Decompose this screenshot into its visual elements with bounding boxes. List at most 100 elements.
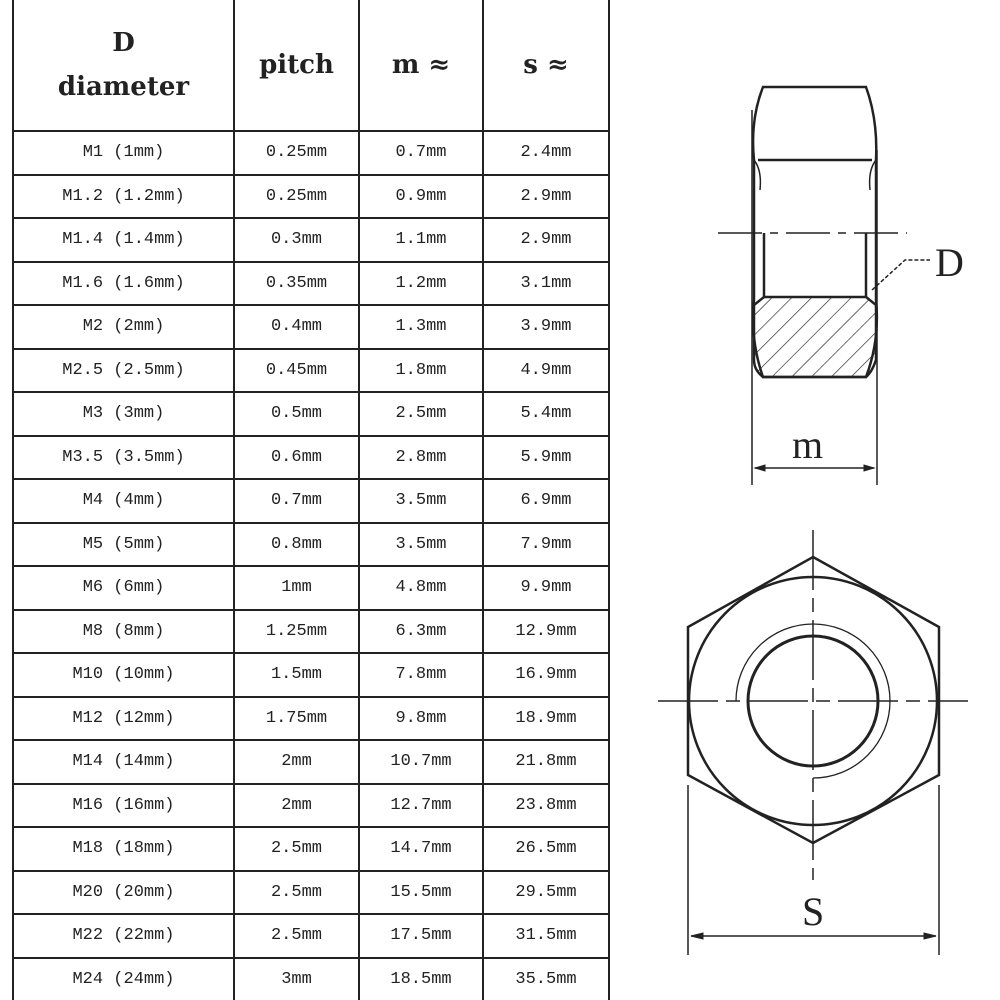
table-row: M12 (12mm) 1.75mm 9.8mm 18.9mm — [12, 695, 610, 741]
cell-m: 4.8mm — [358, 565, 484, 611]
cell-diameter: M1 (1mm) — [12, 130, 235, 176]
header-d: D — [112, 28, 135, 58]
cell-s: 23.8mm — [482, 782, 610, 828]
cell-pitch: 0.35mm — [233, 260, 360, 306]
cell-s: 35.5mm — [482, 956, 610, 1000]
cell-s: 16.9mm — [482, 652, 610, 698]
cell-pitch: 1.5mm — [233, 652, 360, 698]
cell-diameter: M3.5 (3.5mm) — [12, 434, 235, 480]
table-row: M10 (10mm) 1.5mm 7.8mm 16.9mm — [12, 652, 610, 698]
cell-m: 2.8mm — [358, 434, 484, 480]
cell-diameter: M8 (8mm) — [12, 608, 235, 654]
cell-pitch: 0.25mm — [233, 130, 360, 176]
cell-diameter: M12 (12mm) — [12, 695, 235, 741]
label-s: S — [802, 889, 824, 934]
table-row: M3.5 (3.5mm) 0.6mm 2.8mm 5.9mm — [12, 434, 610, 480]
table-row: M20 (20mm) 2.5mm 15.5mm 29.5mm — [12, 869, 610, 915]
cell-m: 0.9mm — [358, 173, 484, 219]
cell-s: 5.4mm — [482, 391, 610, 437]
cell-m: 10.7mm — [358, 739, 484, 785]
cell-m: 18.5mm — [358, 956, 484, 1000]
header-pitch: pitch — [233, 0, 360, 132]
cell-pitch: 1.25mm — [233, 608, 360, 654]
cell-diameter: M2 (2mm) — [12, 304, 235, 350]
front-view: S — [658, 530, 968, 955]
cell-m: 17.5mm — [358, 913, 484, 959]
table-row: M16 (16mm) 2mm 12.7mm 23.8mm — [12, 782, 610, 828]
table-row: M5 (5mm) 0.8mm 3.5mm 7.9mm — [12, 521, 610, 567]
cell-pitch: 0.7mm — [233, 478, 360, 524]
cell-s: 29.5mm — [482, 869, 610, 915]
cell-diameter: M10 (10mm) — [12, 652, 235, 698]
table-row: M1 (1mm) 0.25mm 0.7mm 2.4mm — [12, 130, 610, 176]
cell-s: 4.9mm — [482, 347, 610, 393]
cell-diameter: M4 (4mm) — [12, 478, 235, 524]
cell-m: 2.5mm — [358, 391, 484, 437]
cell-pitch: 2mm — [233, 739, 360, 785]
cell-pitch: 0.8mm — [233, 521, 360, 567]
table-row: M22 (22mm) 2.5mm 17.5mm 31.5mm — [12, 913, 610, 959]
cell-m: 6.3mm — [358, 608, 484, 654]
cell-diameter: M2.5 (2.5mm) — [12, 347, 235, 393]
cell-diameter: M1.6 (1.6mm) — [12, 260, 235, 306]
table-row: M1.4 (1.4mm) 0.3mm 1.1mm 2.9mm — [12, 217, 610, 263]
table-row: M8 (8mm) 1.25mm 6.3mm 12.9mm — [12, 608, 610, 654]
d-leader-line — [871, 259, 930, 291]
table-row: M2 (2mm) 0.4mm 1.3mm 3.9mm — [12, 304, 610, 350]
cell-m: 0.7mm — [358, 130, 484, 176]
cell-m: 1.2mm — [358, 260, 484, 306]
cell-m: 7.8mm — [358, 652, 484, 698]
cell-m: 1.8mm — [358, 347, 484, 393]
cell-m: 1.1mm — [358, 217, 484, 263]
header-diameter-label: diameter — [57, 72, 190, 102]
cell-diameter: M1.2 (1.2mm) — [12, 173, 235, 219]
cell-diameter: M3 (3mm) — [12, 391, 235, 437]
cell-diameter: M20 (20mm) — [12, 869, 235, 915]
cell-pitch: 2.5mm — [233, 913, 360, 959]
table-row: M18 (18mm) 2.5mm 14.7mm 26.5mm — [12, 826, 610, 872]
cell-s: 2.9mm — [482, 217, 610, 263]
cell-pitch: 1mm — [233, 565, 360, 611]
side-view: D m — [718, 85, 964, 485]
cell-pitch: 2mm — [233, 782, 360, 828]
cell-s: 18.9mm — [482, 695, 610, 741]
table-row: M14 (14mm) 2mm 10.7mm 21.8mm — [12, 739, 610, 785]
cell-s: 6.9mm — [482, 478, 610, 524]
cell-pitch: 0.25mm — [233, 173, 360, 219]
cell-m: 9.8mm — [358, 695, 484, 741]
cell-diameter: M1.4 (1.4mm) — [12, 217, 235, 263]
table-row: M24 (24mm) 3mm 18.5mm 35.5mm — [12, 956, 610, 1000]
cell-diameter: M24 (24mm) — [12, 956, 235, 1000]
cell-m: 14.7mm — [358, 826, 484, 872]
cell-m: 3.5mm — [358, 521, 484, 567]
cell-s: 2.9mm — [482, 173, 610, 219]
cell-diameter: M16 (16mm) — [12, 782, 235, 828]
cell-pitch: 3mm — [233, 956, 360, 1000]
table-row: M2.5 (2.5mm) 0.45mm 1.8mm 4.9mm — [12, 347, 610, 393]
cell-m: 3.5mm — [358, 478, 484, 524]
label-d: D — [935, 240, 964, 285]
cell-s: 2.4mm — [482, 130, 610, 176]
cell-pitch: 1.75mm — [233, 695, 360, 741]
cell-diameter: M22 (22mm) — [12, 913, 235, 959]
cell-pitch: 0.4mm — [233, 304, 360, 350]
cell-s: 21.8mm — [482, 739, 610, 785]
cell-pitch: 2.5mm — [233, 826, 360, 872]
cell-s: 7.9mm — [482, 521, 610, 567]
cell-s: 12.9mm — [482, 608, 610, 654]
cell-diameter: M6 (6mm) — [12, 565, 235, 611]
cell-pitch: 0.5mm — [233, 391, 360, 437]
cell-s: 31.5mm — [482, 913, 610, 959]
cell-diameter: M5 (5mm) — [12, 521, 235, 567]
thread-arc — [735, 623, 891, 779]
table-row: M1.2 (1.2mm) 0.25mm 0.9mm 2.9mm — [12, 173, 610, 219]
cell-pitch: 0.6mm — [233, 434, 360, 480]
label-m: m — [792, 422, 823, 467]
cell-s: 3.9mm — [482, 304, 610, 350]
cell-diameter: M14 (14mm) — [12, 739, 235, 785]
cell-m: 1.3mm — [358, 304, 484, 350]
